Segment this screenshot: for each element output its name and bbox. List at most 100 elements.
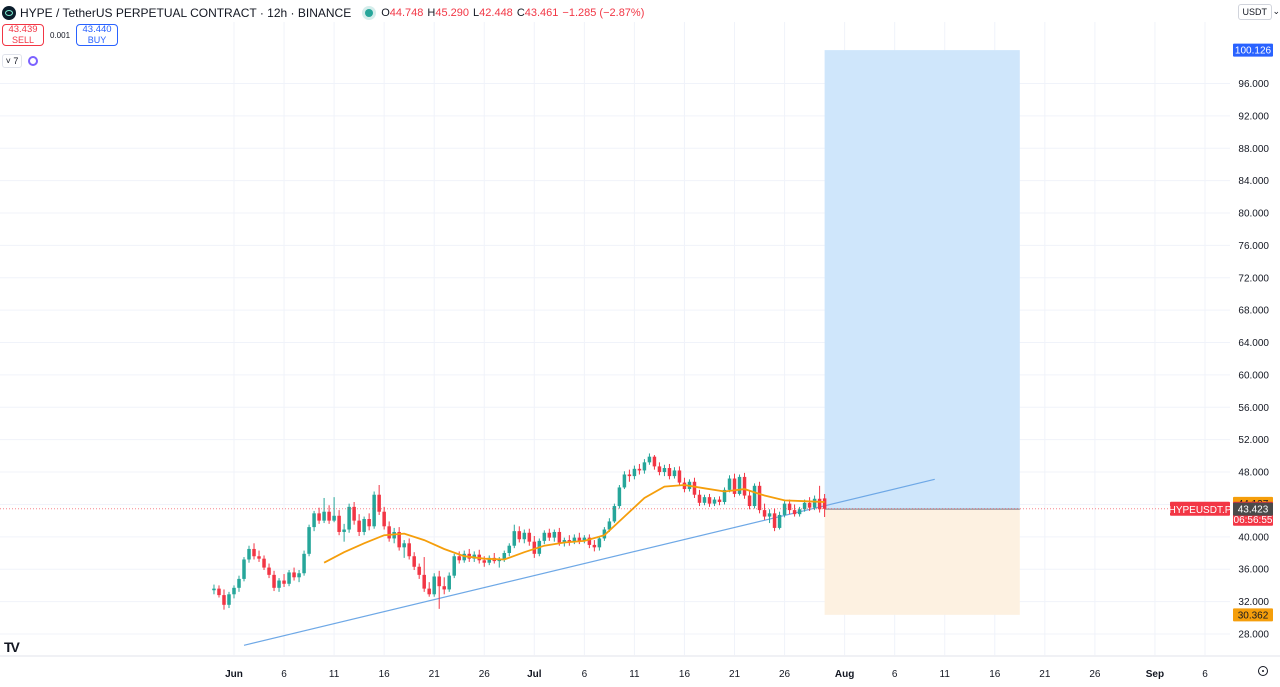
candle-body [307,527,311,554]
candle-body [247,548,251,560]
candle-body [572,537,577,543]
candle-body [607,521,612,530]
candle-body [312,513,316,528]
candle-body [717,499,722,503]
candle-body [617,487,622,507]
candle-body [612,506,617,522]
candle-body [407,543,411,557]
candle-body [372,494,376,527]
candle-body [582,537,587,541]
time-tick-label: 11 [329,669,340,680]
candle-body [497,559,502,562]
candle-body [657,466,662,473]
time-tick-label: 6 [582,669,588,680]
candle-body [302,553,306,574]
buy-button[interactable]: 43.440 BUY [76,24,119,46]
candle-body [747,495,752,507]
candle-body [297,573,301,578]
candle-body [432,576,436,595]
time-axis: Jun 6 11 16 21 26 Jul 6 11 16 21 26 Aug 6 11 16 21 26 Sep 6 [0,655,1280,680]
settings-icon[interactable] [1258,666,1268,676]
countdown-label: 06:56:55 [1234,515,1273,526]
candle-body [797,509,802,515]
market-open-icon [365,9,374,17]
candle-body [277,580,281,588]
candle-body [722,489,727,503]
time-tick-label: 26 [779,669,791,680]
symbol-tag: HYPEUSDT.P [1169,505,1232,516]
candle-body [412,556,416,567]
candle-body [287,572,291,584]
candle-body [822,498,827,509]
candle-body [482,560,487,563]
candle-body [807,502,812,508]
candle-body [547,532,552,538]
candle-body [487,557,492,563]
price-tick-label: 40.000 [1238,532,1269,543]
candle-body [422,574,426,589]
collapse-indicators-button[interactable]: ˅ 7 [2,54,22,68]
chevron-down-icon[interactable]: ⌄ [1272,6,1280,16]
candle-body [632,468,637,477]
candle-body [437,576,441,587]
loading-icon [28,56,38,66]
indicators-bar: ˅ 7 [2,54,38,68]
candle-body [272,574,276,588]
candle-body [557,531,562,543]
candle-body [322,511,326,521]
candle-body [367,519,371,527]
candle-body [772,513,777,528]
candle-body [402,543,406,548]
candle-body [642,462,647,471]
hype-logo-icon [2,6,16,20]
candle-body [237,578,241,588]
currency-selector[interactable]: USDT [1237,4,1272,20]
spread: 0.001 [50,30,71,40]
candle-body [507,545,512,554]
time-tick-label: 11 [940,669,951,680]
candle-body [212,588,216,591]
price-tick-label: 64.000 [1238,338,1269,349]
price-tick-label: 52.000 [1238,435,1269,446]
candle-body [517,531,522,540]
candle-body [652,456,657,467]
candle-body [512,531,517,546]
candle-body [762,510,767,517]
candle-body [317,513,321,521]
price-tick-label: 84.000 [1238,176,1269,187]
candle-body [382,511,386,527]
sell-button[interactable]: 43.439 SELL [2,24,44,46]
candle-body [742,476,747,496]
grid [0,22,1230,655]
price-label-box [1233,608,1273,622]
price-change: −1.285 (−2.87%) [562,7,645,19]
candle-body [577,537,582,541]
price-tick-label: 72.000 [1238,273,1269,284]
candle-body [337,515,341,532]
price-tick-label: 96.000 [1238,79,1269,90]
candle-body [267,567,271,575]
candle-body [757,485,762,511]
candle-body [672,470,677,477]
time-tick-label: 6 [892,669,898,680]
price-label-text: 43.423 [1238,505,1269,516]
time-tick-label: 16 [379,669,391,680]
time-tick-label: 6 [1202,669,1208,680]
tradingview-logo[interactable]: TV [4,639,20,655]
price-tick-label: 36.000 [1238,565,1269,576]
price-tick-label: 80.000 [1238,209,1269,220]
candle-body [327,511,331,521]
candle-body [262,558,266,568]
price-label-text: 100.126 [1235,46,1272,57]
candle-body [387,526,391,539]
candle-body [597,538,602,548]
candle-body [352,506,356,521]
candle-body [427,588,431,595]
price-tick-label: 60.000 [1238,370,1269,381]
symbol-title[interactable]: HYPE / TetherUS PERPETUAL CONTRACT · 12h… [20,6,352,20]
candle-body [817,498,822,510]
price-tick-label: 56.000 [1238,403,1269,414]
candle-body [222,595,226,605]
candle-body [292,572,296,578]
